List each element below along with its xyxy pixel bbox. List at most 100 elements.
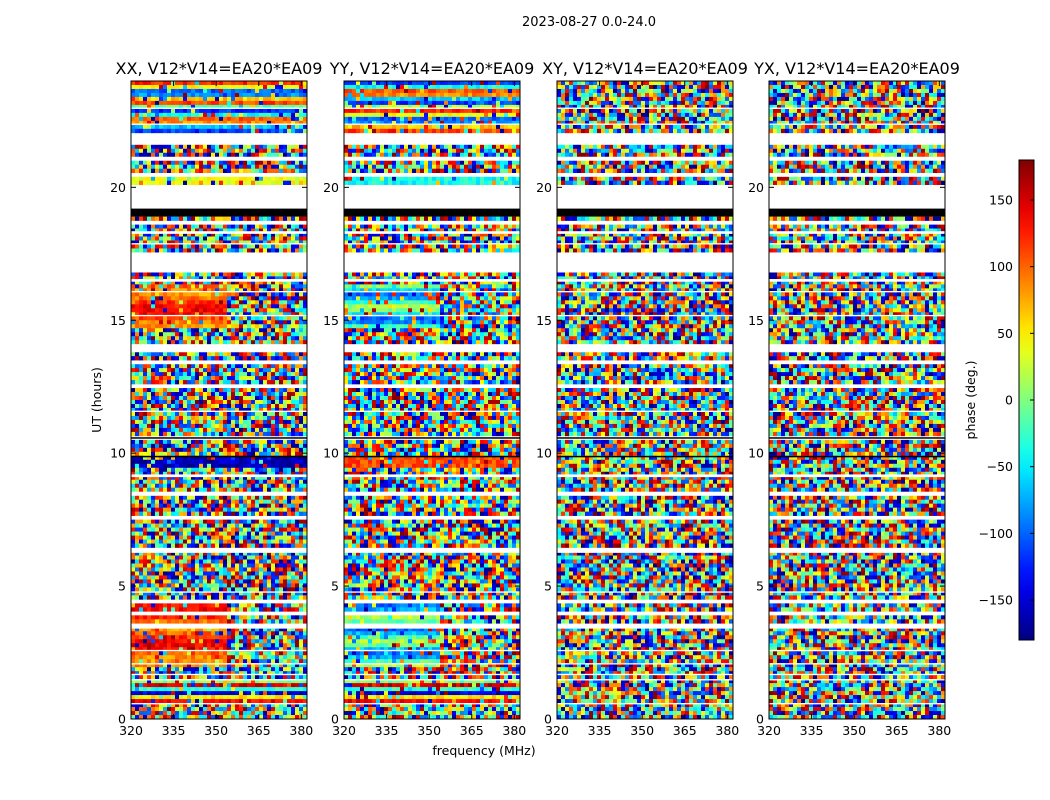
phase-cell bbox=[275, 603, 280, 608]
phase-cell bbox=[291, 224, 296, 229]
phase-cell bbox=[239, 232, 244, 237]
phase-cell bbox=[139, 288, 144, 293]
phase-cell bbox=[171, 563, 176, 568]
phase-cell bbox=[151, 447, 156, 453]
phase-cell bbox=[227, 459, 232, 465]
phase-cell bbox=[171, 431, 176, 437]
phase-cell bbox=[135, 535, 140, 540]
phase-cell bbox=[279, 463, 284, 469]
phase-cell bbox=[299, 519, 304, 524]
phase-cell bbox=[227, 292, 232, 297]
phase-cell bbox=[163, 284, 168, 289]
phase-cell bbox=[303, 495, 307, 500]
phase-cell bbox=[299, 92, 304, 98]
phase-cell bbox=[279, 639, 284, 644]
phase-cell bbox=[155, 531, 160, 536]
phase-cell bbox=[143, 388, 148, 393]
phase-cell bbox=[251, 563, 256, 568]
phase-cell bbox=[135, 579, 140, 584]
phase-cell bbox=[183, 503, 188, 508]
phase-cell bbox=[291, 607, 296, 612]
phase-cell bbox=[167, 324, 172, 329]
phase-cell bbox=[283, 475, 288, 481]
phase-cell bbox=[195, 543, 200, 548]
phase-cell bbox=[187, 531, 192, 536]
phase-cell bbox=[303, 447, 307, 453]
phase-cell bbox=[235, 96, 240, 102]
phase-cell bbox=[171, 471, 176, 477]
phase-cell bbox=[239, 120, 244, 126]
phase-cell bbox=[243, 503, 248, 508]
phase-cell bbox=[171, 244, 176, 249]
phase-cell bbox=[195, 96, 200, 102]
phase-cell bbox=[187, 400, 192, 405]
phase-cell bbox=[291, 567, 296, 572]
phase-cell bbox=[295, 503, 300, 508]
phase-cell bbox=[259, 292, 264, 297]
phase-cell bbox=[267, 96, 272, 102]
phase-cell bbox=[163, 224, 168, 229]
phase-cell bbox=[267, 411, 272, 417]
phase-cell bbox=[163, 92, 168, 98]
phase-cell bbox=[251, 108, 256, 114]
phase-cell bbox=[175, 603, 180, 608]
phase-cell bbox=[247, 388, 252, 393]
phase-cell bbox=[235, 587, 240, 592]
phase-cell bbox=[179, 503, 184, 508]
phase-cell bbox=[211, 639, 216, 644]
phase-cell bbox=[211, 352, 216, 357]
phase-cell bbox=[283, 164, 288, 170]
phase-cell bbox=[227, 563, 232, 568]
phase-cell bbox=[139, 575, 144, 580]
phase-cell bbox=[171, 403, 176, 409]
phase-cell bbox=[131, 459, 136, 465]
phase-cell bbox=[255, 471, 260, 477]
phase-cell bbox=[243, 531, 248, 536]
phase-cell bbox=[215, 487, 220, 493]
phase-cell bbox=[283, 396, 288, 401]
phase-cell bbox=[203, 651, 208, 656]
phase-cell bbox=[243, 551, 248, 556]
phase-cell bbox=[299, 328, 304, 333]
phase-cell bbox=[219, 503, 224, 508]
phase-cell bbox=[231, 455, 236, 461]
phase-cell bbox=[131, 463, 136, 469]
phase-cell bbox=[271, 455, 276, 461]
phase-cell bbox=[151, 308, 156, 313]
phase-cell bbox=[147, 336, 152, 341]
phase-cell bbox=[195, 368, 200, 373]
phase-cell bbox=[235, 483, 240, 489]
phase-cell bbox=[147, 364, 152, 369]
phase-cell bbox=[207, 523, 212, 528]
phase-cell bbox=[223, 164, 228, 170]
phase-cell bbox=[267, 431, 272, 437]
phase-cell bbox=[191, 296, 196, 301]
phase-cell bbox=[139, 380, 144, 385]
phase-cell bbox=[223, 128, 228, 134]
phase-cell bbox=[207, 176, 212, 181]
phase-cell bbox=[147, 300, 152, 305]
phase-cell bbox=[211, 531, 216, 536]
phase-cell bbox=[247, 487, 252, 493]
phase-cell bbox=[147, 555, 152, 560]
phase-cell bbox=[255, 392, 260, 397]
phase-cell bbox=[175, 308, 180, 313]
phase-cell bbox=[263, 400, 268, 405]
phase-cell bbox=[295, 431, 300, 437]
phase-cell bbox=[295, 575, 300, 580]
phase-cell bbox=[299, 531, 304, 536]
phase-cell bbox=[171, 128, 176, 134]
phase-cell bbox=[271, 292, 276, 297]
phase-cell bbox=[191, 559, 196, 564]
phase-cell bbox=[279, 551, 284, 556]
phase-cell bbox=[187, 356, 192, 361]
phase-cell bbox=[283, 447, 288, 453]
phase-cell bbox=[195, 631, 200, 636]
phase-cell bbox=[155, 96, 160, 102]
phase-cell bbox=[219, 92, 224, 98]
phase-cell bbox=[275, 380, 280, 385]
phase-cell bbox=[171, 388, 176, 393]
phase-cell bbox=[227, 388, 232, 393]
phase-cell bbox=[239, 248, 244, 253]
phase-cell bbox=[219, 336, 224, 341]
